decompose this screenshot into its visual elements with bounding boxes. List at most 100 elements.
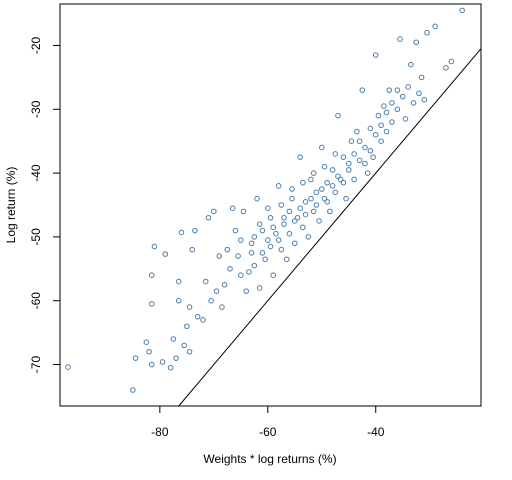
data-point xyxy=(318,144,325,151)
data-point xyxy=(389,100,395,106)
data-point xyxy=(251,262,258,269)
data-point xyxy=(297,205,303,211)
data-point xyxy=(170,336,177,342)
data-point xyxy=(408,61,414,68)
data-point xyxy=(345,160,352,167)
data-point xyxy=(232,227,239,234)
data-point xyxy=(146,348,152,355)
data-point xyxy=(227,266,233,272)
data-point xyxy=(132,355,139,361)
data-point xyxy=(289,195,295,202)
data-point xyxy=(192,227,198,234)
data-point xyxy=(354,128,360,135)
data-point xyxy=(256,285,263,291)
data-point xyxy=(286,208,293,215)
data-point xyxy=(243,288,250,294)
y-axis: -70 -60 -50 -40 -30 -20 xyxy=(29,36,60,373)
data-point xyxy=(267,243,274,250)
data-point xyxy=(381,103,387,109)
data-point xyxy=(267,214,274,221)
data-point xyxy=(265,205,271,211)
data-point xyxy=(313,189,320,196)
x-tick-label: -60 xyxy=(259,425,277,439)
data-point xyxy=(367,147,374,154)
data-point xyxy=(335,112,341,119)
data-point xyxy=(399,93,406,100)
data-point xyxy=(394,106,401,113)
data-point xyxy=(200,317,206,323)
data-point xyxy=(251,234,258,240)
data-point xyxy=(283,256,290,263)
data-point xyxy=(302,199,309,205)
data-point xyxy=(300,179,306,186)
data-point xyxy=(448,58,455,65)
data-point xyxy=(359,87,366,93)
y-tick-label: -50 xyxy=(29,228,43,246)
data-point xyxy=(402,116,409,122)
data-point xyxy=(421,96,428,103)
y-axis-title: Log return (%) xyxy=(4,167,18,244)
data-point xyxy=(443,65,449,71)
data-point xyxy=(310,170,317,176)
data-point xyxy=(281,221,287,227)
data-point xyxy=(175,297,182,304)
data-point xyxy=(305,234,312,240)
data-point xyxy=(259,250,266,256)
data-point xyxy=(294,214,301,221)
data-point xyxy=(167,364,174,371)
data-point xyxy=(362,144,368,151)
data-point xyxy=(302,211,309,218)
data-point xyxy=(308,195,314,202)
data-point xyxy=(316,218,322,224)
data-point xyxy=(291,218,298,224)
data-point xyxy=(370,154,376,160)
data-point xyxy=(216,253,223,259)
data-point xyxy=(254,195,260,202)
data-point xyxy=(281,214,287,221)
data-point xyxy=(208,297,214,304)
data-point xyxy=(289,186,295,192)
x-axis-title: Weights * log returns (%) xyxy=(203,452,336,466)
data-point xyxy=(362,160,368,167)
x-tick-label: -80 xyxy=(151,425,169,439)
data-point xyxy=(459,7,465,14)
data-point xyxy=(343,195,349,202)
data-point xyxy=(184,323,190,330)
data-point xyxy=(151,243,158,250)
data-point xyxy=(394,87,401,93)
data-point xyxy=(130,387,136,393)
data-point xyxy=(351,151,357,157)
data-point xyxy=(256,221,263,227)
data-point xyxy=(175,278,182,285)
data-point xyxy=(238,237,244,243)
data-point xyxy=(189,246,196,253)
y-tick-label: -30 xyxy=(29,100,43,118)
data-point xyxy=(181,342,187,349)
x-tick-label: -40 xyxy=(367,425,385,439)
y-tick-label: -60 xyxy=(29,292,43,310)
data-point xyxy=(308,176,314,183)
data-point xyxy=(375,112,382,119)
data-point xyxy=(345,167,352,173)
data-point xyxy=(378,138,384,144)
data-point xyxy=(413,39,420,46)
data-point xyxy=(356,138,363,144)
points-layer xyxy=(65,7,465,393)
data-point xyxy=(321,195,328,202)
y-tick-label: -70 xyxy=(29,356,43,374)
data-point xyxy=(148,361,155,368)
data-point xyxy=(364,170,371,176)
data-point xyxy=(186,348,193,355)
data-point xyxy=(178,229,185,236)
data-point xyxy=(270,272,276,278)
data-point xyxy=(372,132,379,138)
data-point xyxy=(286,230,293,237)
data-point xyxy=(329,167,336,173)
data-point xyxy=(143,339,150,345)
y-tick-label: -40 xyxy=(29,164,43,182)
data-point xyxy=(275,183,282,189)
data-point xyxy=(173,355,179,361)
data-point xyxy=(65,364,71,370)
data-point xyxy=(424,29,430,36)
plot-frame xyxy=(59,3,482,407)
